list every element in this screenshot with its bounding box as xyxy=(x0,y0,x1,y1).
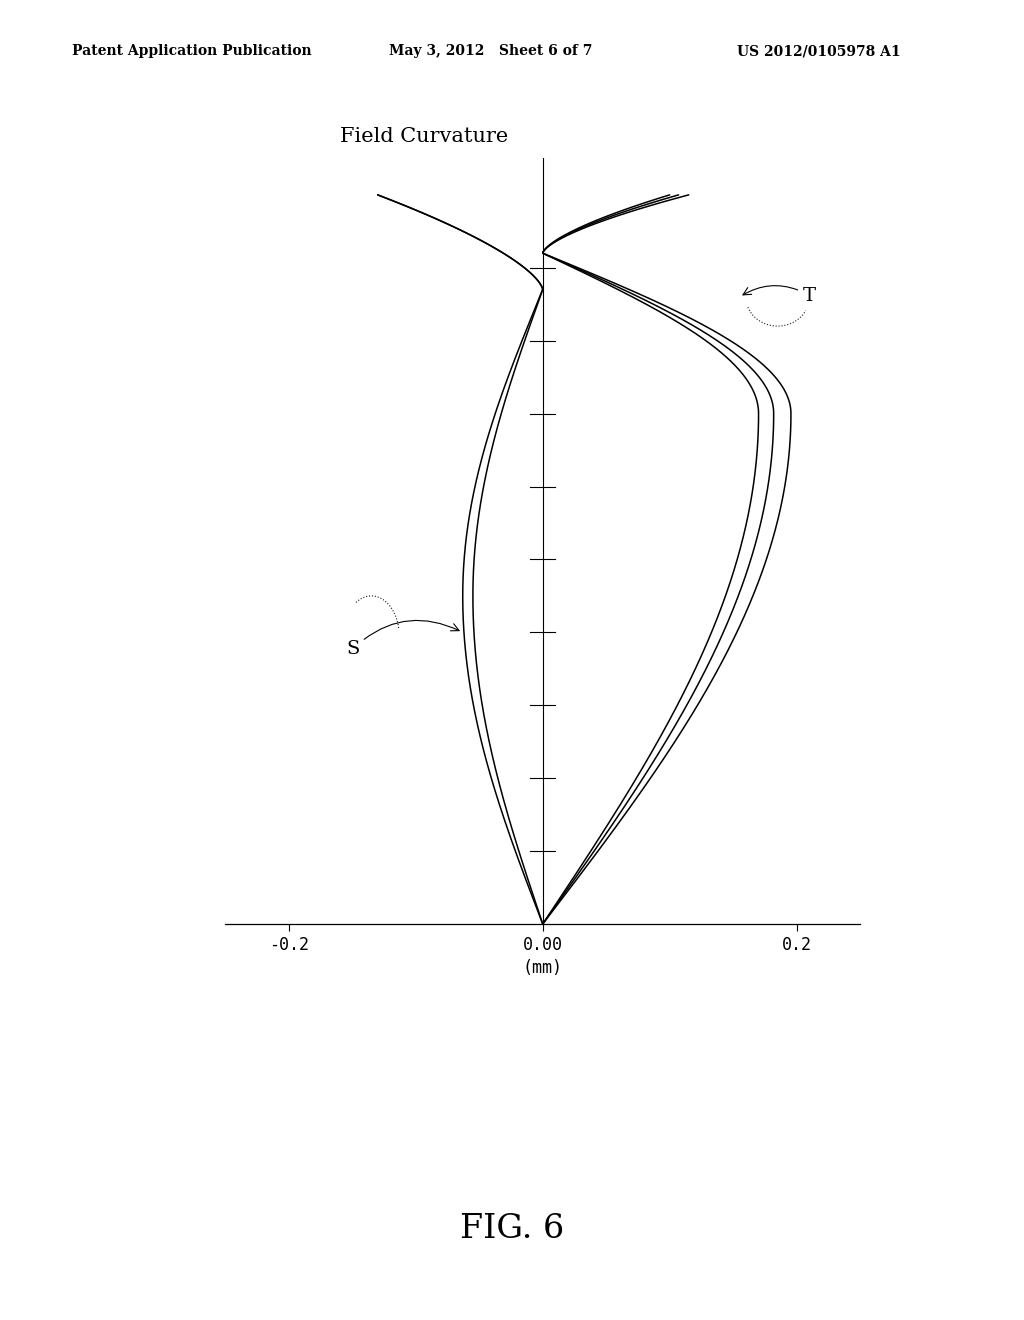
Text: FIG. 6: FIG. 6 xyxy=(460,1213,564,1245)
Text: Field Curvature: Field Curvature xyxy=(340,127,508,145)
Text: Patent Application Publication: Patent Application Publication xyxy=(72,45,311,58)
X-axis label: (mm): (mm) xyxy=(522,960,563,977)
Text: US 2012/0105978 A1: US 2012/0105978 A1 xyxy=(737,45,901,58)
Text: S: S xyxy=(346,620,459,659)
Text: May 3, 2012   Sheet 6 of 7: May 3, 2012 Sheet 6 of 7 xyxy=(389,45,593,58)
Text: T: T xyxy=(743,285,816,305)
